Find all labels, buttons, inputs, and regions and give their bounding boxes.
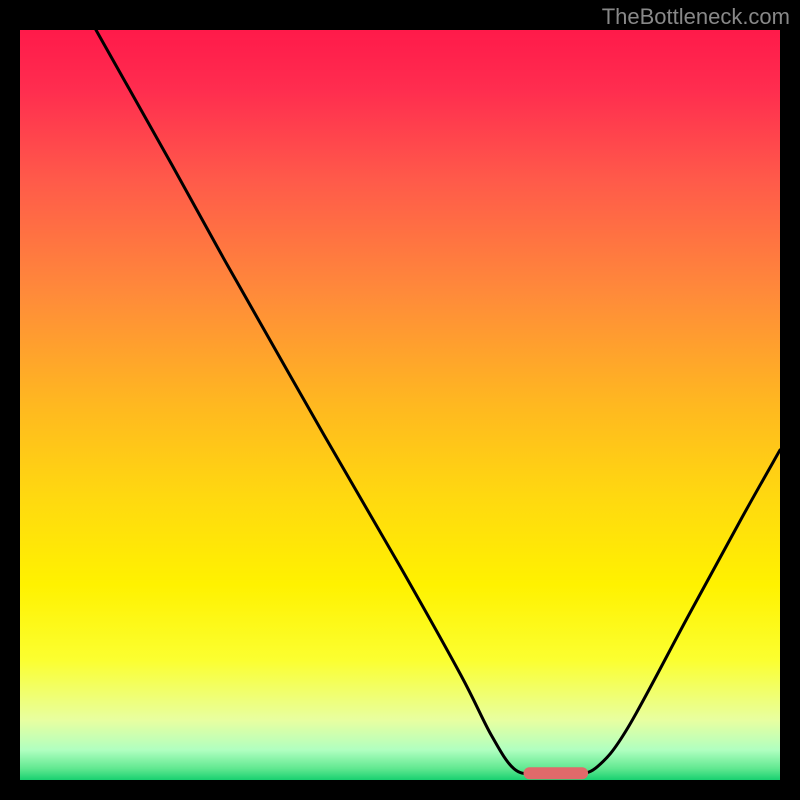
watermark-text: TheBottleneck.com: [602, 4, 790, 30]
optimal-range-marker: [524, 767, 589, 779]
chart-gradient-background: [20, 30, 780, 780]
chart-svg: [20, 30, 780, 780]
bottleneck-chart: [20, 30, 780, 780]
